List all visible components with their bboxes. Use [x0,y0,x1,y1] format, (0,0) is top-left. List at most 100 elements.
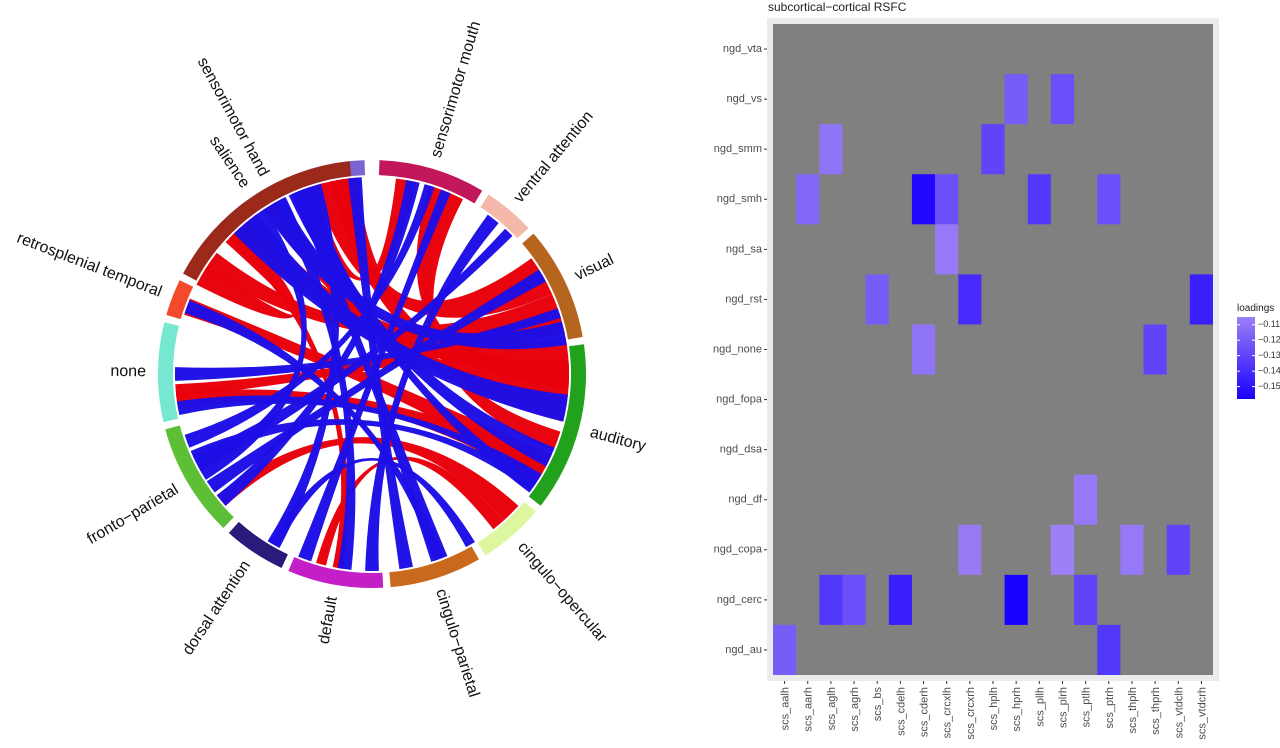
chord-sector-label: fronto−parietal [84,481,181,548]
chord-link [295,178,417,281]
y-tick-label: ngd_none [713,343,762,355]
x-tick-label: scs_crcxrh [965,687,977,740]
heatmap-cell [888,574,912,625]
chord-sector-arc [288,557,384,588]
y-tick-label: ngd_vta [723,43,763,55]
heatmap-title: subcortical−cortical RSFC [768,0,907,14]
y-tick-label: ngd_au [725,644,762,656]
legend-tick-label: −0.11 [1258,319,1280,329]
heatmap-cell [1143,324,1167,375]
chord-link [267,183,340,548]
y-tick-label: ngd_sa [726,243,763,255]
legend-tick-label: −0.14 [1258,366,1280,376]
chord-link [347,177,413,570]
chord-sector-arc [165,425,234,528]
chord-sector-arc [378,160,483,204]
x-tick-label: scs_crcxlh [942,687,954,738]
chord-link [206,269,546,493]
heatmap-cell [1074,474,1098,525]
x-tick-label: scs_aglh [826,687,838,730]
chord-sector-label: auditory [588,424,647,455]
heatmap-cell [819,574,843,625]
heatmap-cell [1097,174,1121,225]
heatmap-cell [1050,74,1075,125]
x-tick-label: scs_vtdclh [1173,687,1185,738]
chord-sector-arc [166,280,194,320]
chord-links [174,177,570,571]
heatmap-cell [1050,524,1075,575]
heatmap-cell [865,274,889,325]
chord-diagram: sensorimotor hand sensorimotor mouth ventr… [14,19,647,699]
chord-link [316,456,504,566]
chord-link [263,197,567,350]
chord-link [216,437,519,521]
x-tick-label: scs_vtdcrh [1196,687,1208,740]
x-tick-label: scs_plrh [1057,687,1069,728]
chord-link [416,185,569,388]
y-tick-label: ngd_copa [714,544,763,556]
chord-sector-label: ventral attention [511,108,597,206]
chord-sector-label: cingulo−parietal [432,587,482,699]
legend-tick-label: −0.15 [1258,381,1280,391]
legend-tick-label: −0.13 [1258,350,1280,360]
chord-sector-label: visual [572,251,616,284]
y-tick-label: ngd_rst [725,293,762,305]
legend-colorbar [1237,317,1255,399]
x-tick-label: scs_bs [872,687,884,722]
x-tick-label: scs_hplh [988,687,1000,730]
chord-sector-arc [522,233,583,340]
heatmap-cell [1097,624,1121,675]
heatmap-chart: subcortical−cortical RSFC loadings ngd_v… [700,0,1280,743]
chord-sector-arc [389,546,479,588]
y-tick-label: ngd_cerc [717,594,763,606]
y-tick-label: ngd_smh [717,193,762,205]
heatmap-cell [1189,274,1213,325]
heatmap-cell [958,274,982,325]
chord-sectors [158,160,586,588]
x-tick-label: scs_aalh [780,687,792,730]
legend-tick-label: −0.12 [1258,335,1280,345]
heatmap-cell [935,224,959,275]
chord-link [204,252,562,339]
heatmap-cell [911,174,936,225]
chord-link [233,213,568,422]
chord-sector-label: default [316,595,341,646]
y-tick-label: ngd_dsa [720,444,763,456]
chord-sector-arc [480,194,529,239]
chord-sector-arc [528,344,586,506]
heatmap-cell [1004,574,1028,625]
heatmap-cell [819,124,843,175]
y-tick-label: ngd_df [728,494,763,506]
x-tick-label: scs_ptrh [1104,687,1116,729]
chord-svg: sensorimotor hand sensorimotor mouth ventr… [14,19,647,699]
heatmap-cell [773,624,797,675]
chord-link [229,231,349,569]
chord-sector-arc [228,521,288,568]
chord-link [269,457,475,548]
heatmap-cell [981,124,1005,175]
chord-link [196,227,297,319]
heatmap-cell [1120,524,1144,575]
x-tick-label: scs_thprh [1150,687,1162,735]
y-tick-label: ngd_vs [727,93,763,105]
heatmap-cell [1074,574,1098,625]
x-tick-label: scs_ptlh [1081,687,1093,727]
heatmap-cell [1027,174,1051,225]
legend-title: loadings [1237,303,1274,314]
heatmap-svg: subcortical−cortical RSFC loadings ngd_v… [713,0,1280,740]
heatmap-cell [1004,74,1028,125]
y-tick-label: ngd_fopa [716,393,763,405]
x-tick-label: scs_aarh [803,687,815,732]
chord-sector-label: retrosplenial temporal [14,230,164,301]
heatmap-cell [958,524,982,575]
x-tick-label: scs_agrh [849,687,861,732]
x-tick-label: scs_thplh [1127,687,1139,733]
chord-sector-label: dorsal attention [180,558,255,659]
chord-sector-label: none [110,363,146,380]
chord-link [184,298,552,479]
chord-sector-arc [158,322,179,423]
chord-sector-label: cingulo−opercular [514,539,610,646]
x-tick-label: scs_pllh [1034,687,1046,727]
chord-link [175,313,565,399]
x-tick-label: scs_cderh [919,687,931,737]
